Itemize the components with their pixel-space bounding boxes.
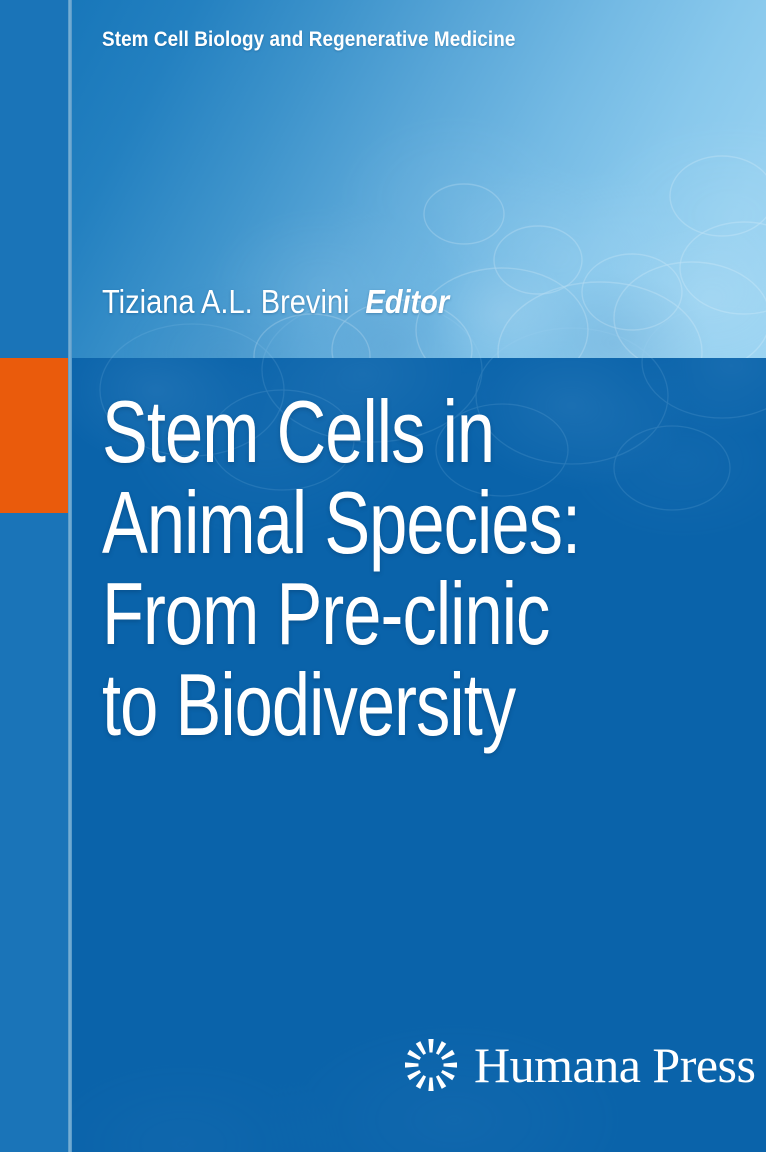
spine-divider-line xyxy=(68,0,72,1152)
book-title-line: Animal Species: xyxy=(102,473,581,573)
cover-lower-band xyxy=(72,358,766,1152)
editor-name: Tiziana A.L. Brevini xyxy=(102,283,350,320)
book-title-line: From Pre-clinic xyxy=(102,564,550,664)
spine-accent-block xyxy=(0,358,68,513)
book-title: Stem Cells in Animal Species: From Pre-c… xyxy=(102,386,601,750)
publisher-name: Humana Press xyxy=(474,1037,756,1093)
editor-role-label: Editor xyxy=(365,283,450,320)
book-spine xyxy=(0,0,68,1152)
editor-line: Tiziana A.L. Brevini Editor xyxy=(102,283,449,321)
publisher-logo: Humana Press xyxy=(402,1036,756,1094)
cell-bokeh-texture xyxy=(72,0,766,358)
series-title: Stem Cell Biology and Regenerative Medic… xyxy=(102,28,516,51)
cell-outline-texture xyxy=(253,155,766,358)
cover-lower-texture xyxy=(72,358,766,1152)
cover-lower-cell-outlines xyxy=(99,300,766,511)
sunburst-icon xyxy=(405,1039,457,1091)
cover-upper-band xyxy=(72,0,766,358)
book-title-line: to Biodiversity xyxy=(102,655,516,755)
book-title-line: Stem Cells in xyxy=(102,382,495,481)
cover-face: Stem Cell Biology and Regenerative Medic… xyxy=(72,0,766,1152)
